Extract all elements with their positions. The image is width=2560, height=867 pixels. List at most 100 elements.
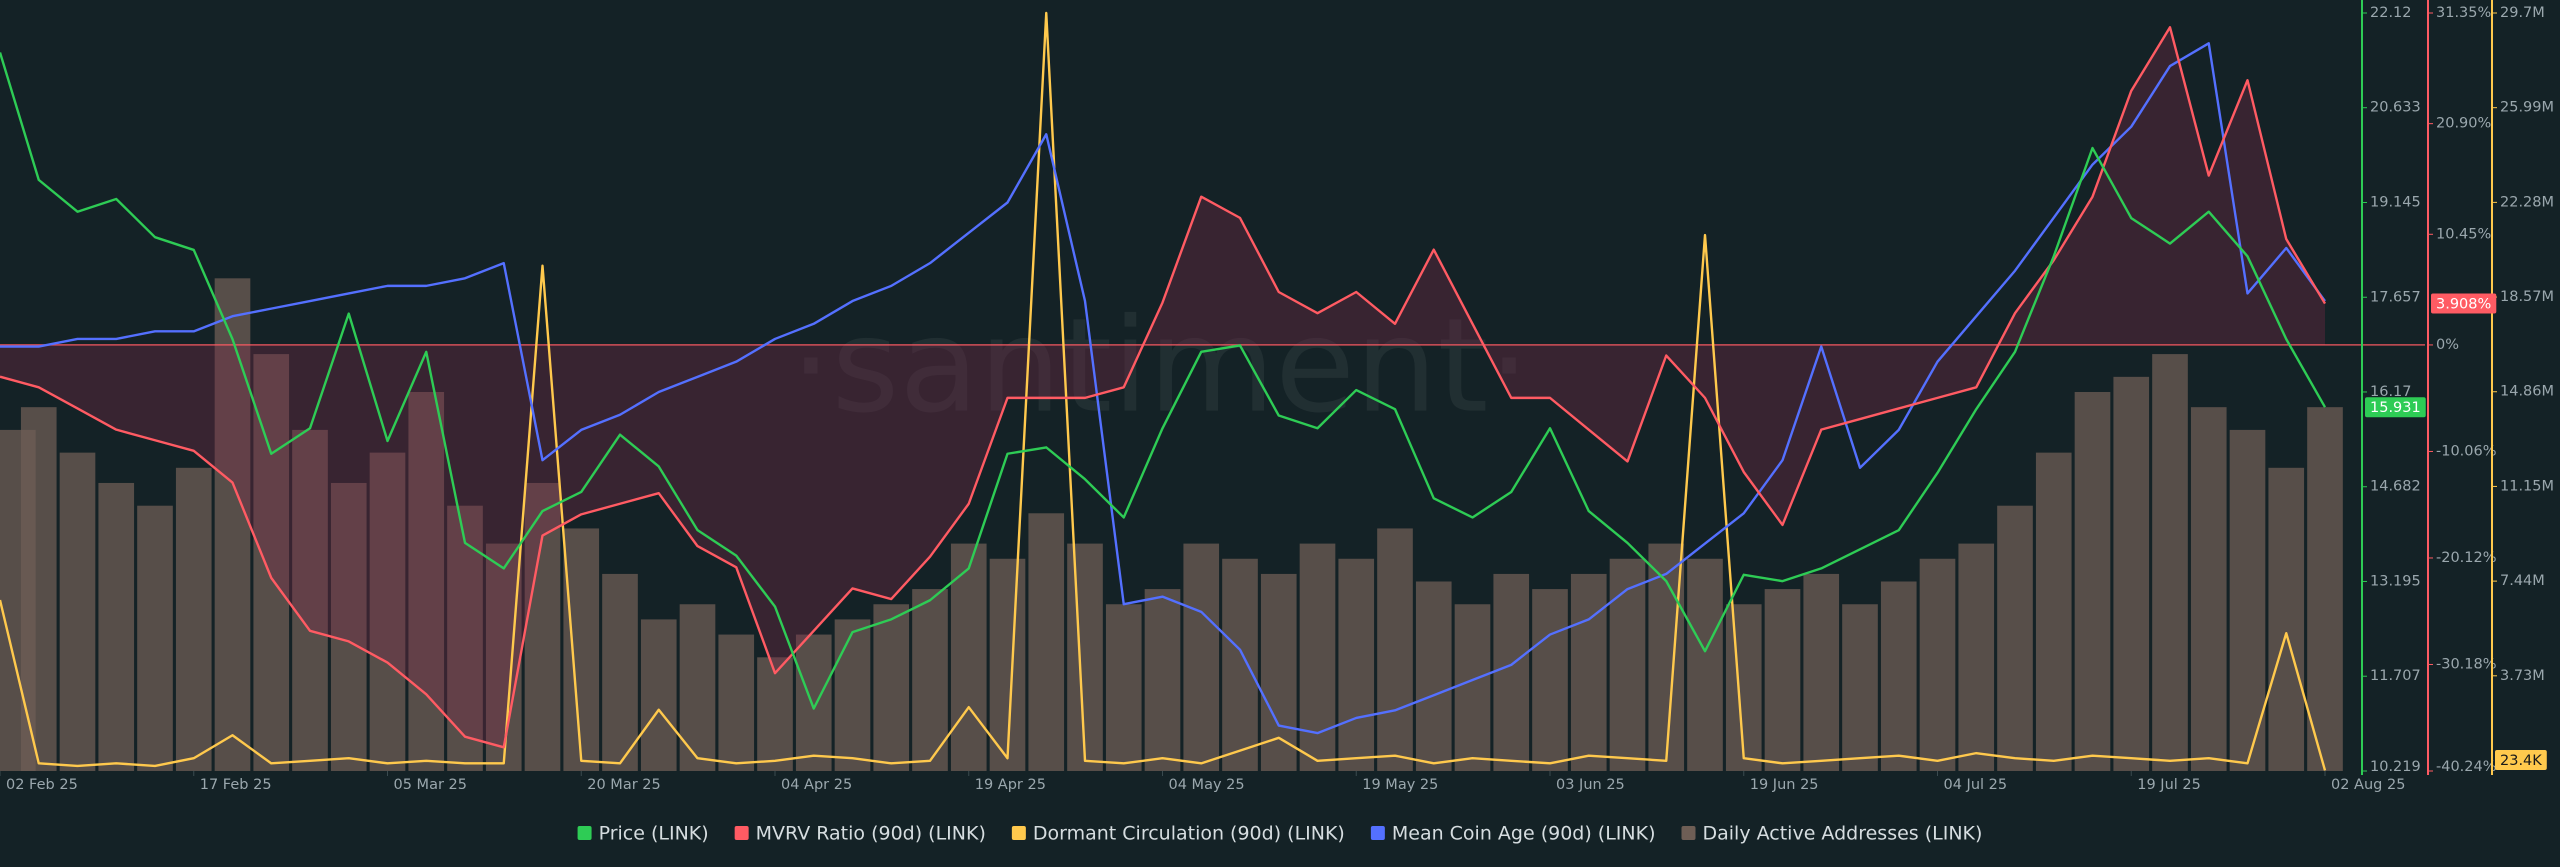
daa-bar bbox=[1532, 589, 1568, 771]
y-tick-label: 10.219 bbox=[2370, 759, 2421, 775]
daa-bar bbox=[59, 452, 96, 771]
daa-bar bbox=[1144, 589, 1181, 771]
legend-label: MVRV Ratio (90d) (LINK) bbox=[756, 823, 986, 845]
series-line bbox=[0, 42, 2326, 735]
legend-label: Price (LINK) bbox=[599, 823, 709, 845]
daa-bar bbox=[795, 634, 832, 771]
daa-bar bbox=[602, 573, 638, 771]
daa-bar bbox=[1609, 558, 1646, 771]
badge-bg bbox=[2431, 293, 2497, 314]
daa-bar bbox=[718, 634, 755, 771]
daa-bar bbox=[2229, 429, 2266, 771]
x-tick-label: 04 Apr 25 bbox=[781, 777, 852, 793]
daa-bar bbox=[2152, 354, 2188, 771]
daa-bar bbox=[98, 482, 135, 771]
watermark: ·santiment· bbox=[790, 290, 1530, 442]
daa-bar bbox=[2190, 407, 2227, 771]
badge-bg bbox=[2495, 750, 2547, 770]
daa-bar bbox=[1067, 543, 1103, 771]
y-tick-label: -20.12% bbox=[2436, 550, 2497, 566]
y-tick-label: 13.195 bbox=[2370, 573, 2421, 589]
series-line bbox=[0, 52, 2327, 710]
legend-swatch bbox=[1681, 826, 1696, 840]
daa-bar bbox=[873, 604, 910, 771]
y-tick-label: 17.657 bbox=[2370, 289, 2421, 305]
x-tick-label: 19 Apr 25 bbox=[975, 777, 1046, 793]
daa-bar bbox=[369, 452, 406, 771]
daa-bar bbox=[640, 619, 677, 771]
daa-bar bbox=[1880, 581, 1917, 771]
y-tick-label: 22.28M bbox=[2500, 194, 2554, 210]
daa-bar bbox=[1105, 604, 1142, 771]
y-tick-label: 3.73M bbox=[2500, 668, 2545, 684]
legend-label: Mean Coin Age (90d) (LINK) bbox=[1392, 823, 1656, 845]
value-badge: 3.908% bbox=[2431, 293, 2497, 314]
daa-bar bbox=[2074, 392, 2111, 771]
daa-bar bbox=[757, 657, 793, 771]
legend-swatch bbox=[1011, 826, 1026, 840]
daa-bar bbox=[912, 589, 948, 771]
badge-bg bbox=[2365, 397, 2426, 418]
x-tick-label: 02 Feb 25 bbox=[6, 777, 78, 793]
y-tick-label: 11.707 bbox=[2370, 668, 2421, 684]
daa-bar bbox=[524, 482, 561, 771]
legend-label: Daily Active Addresses (LINK) bbox=[1703, 823, 1983, 845]
y-tick-label: 31.35% bbox=[2436, 5, 2491, 21]
series-line bbox=[0, 11, 2327, 771]
x-tick-label: 04 May 25 bbox=[1169, 777, 1245, 793]
y-tick-label: 10.45% bbox=[2436, 226, 2491, 242]
y-tick-label: 29.7M bbox=[2500, 5, 2545, 21]
daa-bar bbox=[834, 619, 871, 771]
value-label: 23.4K bbox=[2500, 753, 2542, 769]
daa-bar bbox=[1919, 558, 1956, 771]
daa-bar bbox=[175, 467, 212, 771]
daa-bar bbox=[253, 354, 290, 771]
x-tick-label: 17 Feb 25 bbox=[200, 777, 272, 793]
daa-bar bbox=[1493, 573, 1530, 771]
daa-bar bbox=[2035, 452, 2072, 771]
x-tick-label: 20 Mar 25 bbox=[587, 777, 660, 793]
daa-bar bbox=[2113, 376, 2150, 771]
y-tick-label: 14.682 bbox=[2370, 479, 2421, 495]
x-tick-label: 02 Aug 25 bbox=[2331, 777, 2405, 793]
y-tick-label: 20.90% bbox=[2436, 116, 2491, 132]
x-tick-label: 03 Jun 25 bbox=[1556, 777, 1625, 793]
daa-bar bbox=[1028, 513, 1065, 771]
daa-bar bbox=[292, 429, 328, 771]
y-tick-label: 18.57M bbox=[2500, 289, 2554, 305]
legend-swatch bbox=[734, 826, 749, 840]
mvrv-area bbox=[0, 27, 2325, 748]
value-badge: 23.4K bbox=[2495, 750, 2547, 770]
daa-bar bbox=[1377, 528, 1413, 771]
daa-bar bbox=[2268, 467, 2305, 771]
daa-bar bbox=[1803, 573, 1840, 771]
x-tick-label: 05 Mar 25 bbox=[394, 777, 467, 793]
daa-bar bbox=[1764, 589, 1801, 771]
daa-bar bbox=[1570, 573, 1607, 771]
daa-bar bbox=[679, 604, 716, 771]
daa-bar bbox=[214, 278, 251, 771]
x-tick-label: 04 Jul 25 bbox=[1944, 777, 2008, 793]
daa-bar bbox=[1338, 558, 1375, 771]
y-tick-label: 19.145 bbox=[2370, 194, 2421, 210]
y-tick-label: 16.17 bbox=[2370, 384, 2412, 400]
daa-bar bbox=[1842, 604, 1878, 771]
daa-bar bbox=[563, 528, 600, 771]
series-line bbox=[0, 26, 2327, 749]
value-label: 15.931 bbox=[2370, 400, 2421, 416]
daa-bar bbox=[1454, 604, 1491, 771]
daa-bar bbox=[485, 543, 522, 771]
x-tick-label: 19 Jul 25 bbox=[2137, 777, 2201, 793]
legend-label: Dormant Circulation (90d) (LINK) bbox=[1033, 823, 1345, 845]
x-tick-label: 19 May 25 bbox=[1362, 777, 1438, 793]
y-tick-label: 7.44M bbox=[2500, 573, 2545, 589]
y-tick-label: 25.99M bbox=[2500, 100, 2554, 116]
daa-bar bbox=[1183, 543, 1220, 771]
y-tick-label: -40.24% bbox=[2436, 759, 2497, 775]
daa-bar bbox=[1958, 543, 1995, 771]
daa-bar bbox=[330, 482, 367, 771]
legend-swatch bbox=[577, 826, 592, 840]
daa-bar bbox=[1687, 558, 1723, 771]
value-badge: 15.931 bbox=[2365, 397, 2426, 418]
